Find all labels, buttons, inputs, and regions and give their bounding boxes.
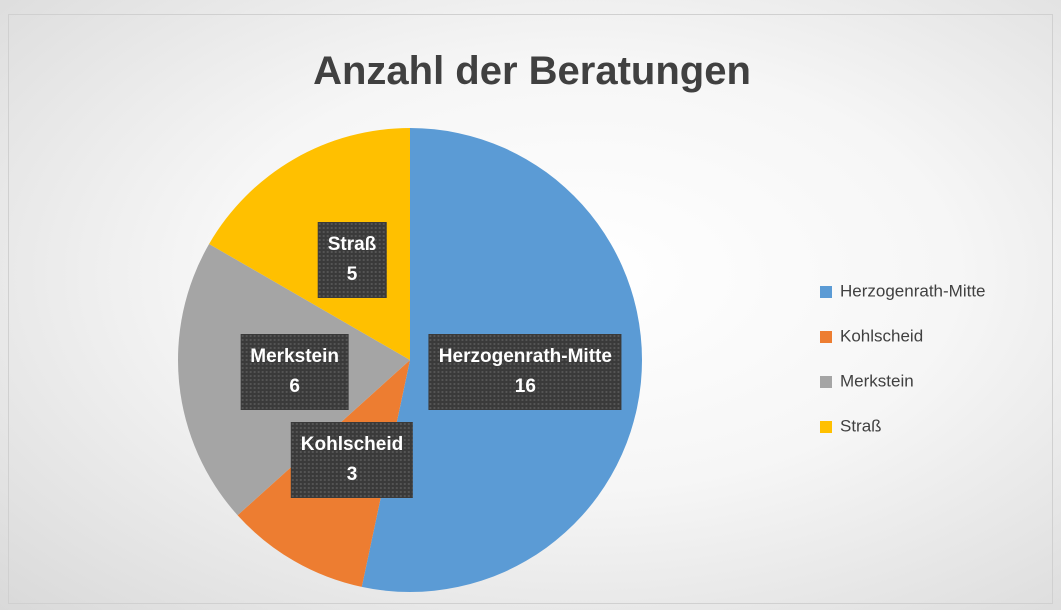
data-label-name: Straß xyxy=(327,233,377,255)
pie-slice xyxy=(209,127,410,361)
legend-label: Merkstein xyxy=(840,371,914,390)
data-label-value: 5 xyxy=(346,263,358,285)
data-label-name: Kohlscheid xyxy=(300,434,404,456)
legend-swatch xyxy=(820,286,832,298)
legend-swatch xyxy=(820,331,832,343)
chart-title: Anzahl der Beratungen xyxy=(313,49,751,93)
data-label: Herzogenrath-Mitte 16 xyxy=(428,334,622,411)
data-label-name: Herzogenrath-Mitte xyxy=(438,346,612,368)
legend-label: Herzogenrath-Mitte xyxy=(840,281,986,300)
data-label: Kohlscheid 3 xyxy=(290,422,414,499)
data-label-value: 16 xyxy=(514,376,536,398)
chart-frame xyxy=(8,14,1053,604)
legend-swatch xyxy=(820,376,832,388)
data-label: Merkstein 6 xyxy=(240,334,349,411)
legend-swatch xyxy=(820,421,832,433)
data-label-value: 3 xyxy=(346,464,358,486)
data-label: Straß 5 xyxy=(317,221,387,298)
data-label-value: 6 xyxy=(289,376,300,398)
data-label-name: Merkstein xyxy=(250,346,339,368)
legend-label: Kohlscheid xyxy=(840,326,923,345)
legend-label: Straß xyxy=(840,416,882,435)
